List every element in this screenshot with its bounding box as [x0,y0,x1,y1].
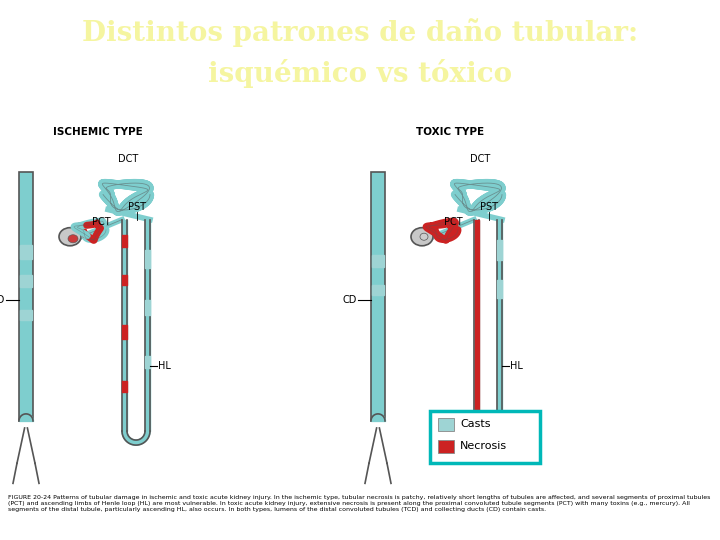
Text: PST: PST [128,201,146,212]
Text: TOXIC TYPE: TOXIC TYPE [416,127,484,137]
Text: ISCHEMIC TYPE: ISCHEMIC TYPE [53,127,143,137]
Text: PCT: PCT [444,217,463,227]
Text: PST: PST [480,201,498,212]
Bar [438,440,454,453]
Bar [372,285,384,295]
Polygon shape [371,172,385,421]
Ellipse shape [68,235,78,243]
Bar [372,255,384,267]
Bar [20,245,32,259]
Ellipse shape [411,228,433,246]
Text: DCT: DCT [470,154,490,164]
Text: isquémico vs tóxico: isquémico vs tóxico [208,59,512,88]
Text: DCT: DCT [118,154,138,164]
Text: PCT: PCT [92,217,111,227]
Ellipse shape [59,228,81,246]
Text: Distintos patrones de daño tubular:: Distintos patrones de daño tubular: [82,19,638,48]
Polygon shape [122,431,150,445]
FancyBboxPatch shape [430,411,540,463]
Ellipse shape [420,233,428,240]
Text: HL: HL [510,361,523,370]
Polygon shape [474,431,502,445]
Text: CD: CD [343,295,357,305]
Bar [438,418,454,431]
Text: FIGURE 20-24 Patterns of tubular damage in ischemic and toxic acute kidney injur: FIGURE 20-24 Patterns of tubular damage … [8,495,711,512]
Bar [20,310,32,320]
Text: CD: CD [0,295,5,305]
Bar [20,275,32,287]
Text: Casts: Casts [460,419,490,429]
Text: HL: HL [158,361,171,370]
Polygon shape [19,172,33,421]
Text: Necrosis: Necrosis [460,441,507,451]
